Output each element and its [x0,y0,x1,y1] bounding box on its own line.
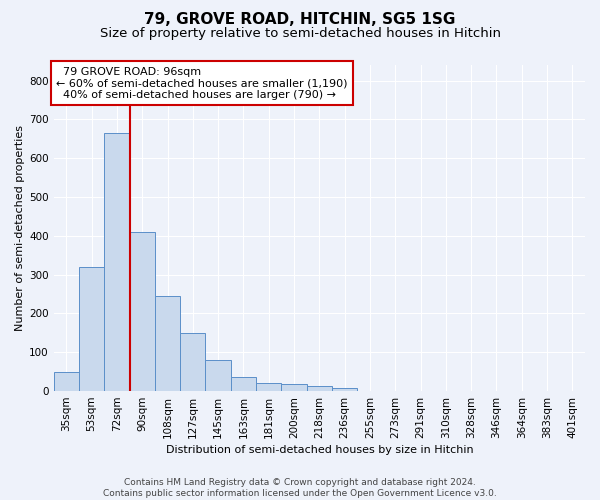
Bar [53,372,79,391]
Bar [155,296,180,391]
X-axis label: Distribution of semi-detached houses by size in Hitchin: Distribution of semi-detached houses by … [166,445,473,455]
Text: 79, GROVE ROAD, HITCHIN, SG5 1SG: 79, GROVE ROAD, HITCHIN, SG5 1SG [145,12,455,28]
Text: 79 GROVE ROAD: 96sqm
← 60% of semi-detached houses are smaller (1,190)
  40% of : 79 GROVE ROAD: 96sqm ← 60% of semi-detac… [56,66,348,100]
Bar [332,388,357,391]
Bar [130,232,155,391]
Bar [79,267,104,391]
Bar [307,386,332,391]
Bar [205,360,231,391]
Bar [231,376,256,391]
Bar [281,384,307,391]
Text: Contains HM Land Registry data © Crown copyright and database right 2024.
Contai: Contains HM Land Registry data © Crown c… [103,478,497,498]
Bar [104,133,130,391]
Bar [256,382,281,391]
Y-axis label: Number of semi-detached properties: Number of semi-detached properties [15,125,25,331]
Bar [180,333,205,391]
Text: Size of property relative to semi-detached houses in Hitchin: Size of property relative to semi-detach… [100,28,500,40]
